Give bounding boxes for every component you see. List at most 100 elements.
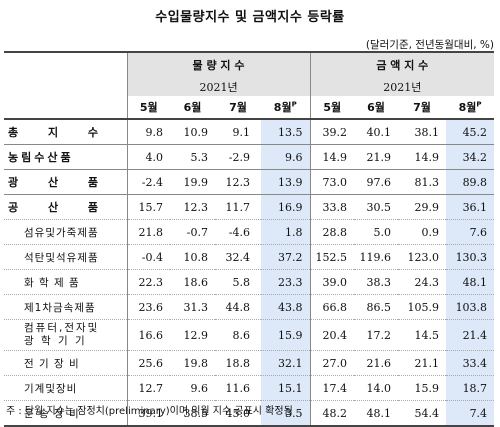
value-cell: 20.4 (309, 319, 355, 351)
value-cell: 27.0 (309, 350, 355, 376)
volume-cell: 25.6 (138, 356, 164, 370)
value-cell: 18.7 (446, 375, 495, 401)
volume-cell: 32.1 (261, 350, 311, 376)
value-cell: 5.0 (373, 225, 392, 239)
volume-cell: 15.7 (138, 200, 164, 214)
value-cell: 17.2 (366, 328, 392, 342)
value-cell: 39.0 (309, 269, 355, 295)
footnote: 주 : 당월 지수는 잠정치(preliminary)이며 익월 지수 공표시 … (6, 406, 293, 417)
table-row: 컴퓨터,전자및 광 학 기 기 16.6 12.9 8.6 15.9 20.4 17.2 14.… (4, 319, 495, 351)
volume-cell: 12.7 (138, 381, 164, 395)
month-header: 5월 (127, 96, 170, 119)
volume-cell: 44.8 (225, 300, 251, 314)
value-cell: 28.8 (309, 219, 355, 245)
table-row: 섬유및가죽제품 21.8 -0.7 -4.6 1.8 28.8 5.0 0.9 7.6 (4, 219, 495, 245)
volume-cell: 23.3 (261, 269, 311, 295)
value-cell: 103.8 (446, 294, 495, 320)
volume-cell: 18.8 (225, 356, 251, 370)
value-cell: 130.3 (446, 244, 495, 270)
volume-cell: 3.5 (261, 400, 311, 426)
table-row: 기계및장비 12.7 9.6 11.6 15.1 17.4 14.0 15.9 18.7 (4, 375, 495, 401)
volume-cell: 18.6 (183, 275, 209, 289)
value-cell: 105.9 (407, 300, 440, 314)
value-cell: 21.1 (414, 356, 440, 370)
row-label: 화 학 제 품 (4, 269, 128, 295)
volume-cell: 5.8 (232, 275, 251, 289)
value-cell: 33.8 (309, 194, 355, 220)
month-header: 5월 (309, 96, 355, 119)
corner-cell (4, 52, 128, 119)
row-label: 운 송 장 비 (4, 400, 128, 426)
value-cell: 30.5 (366, 200, 392, 214)
group-header-volume: 물 량 지 수 (127, 52, 311, 77)
value-cell: 89.8 (446, 169, 495, 195)
volume-cell: 11.7 (225, 200, 251, 214)
volume-cell: 39.1 (138, 406, 164, 420)
value-cell: 123.0 (407, 250, 440, 264)
value-cell: 152.5 (309, 244, 355, 270)
value-cell: 40.1 (366, 125, 392, 139)
table-row: 운 송 장 비 39.1 38.5 45.0 3.5 48.2 48.1 54.4 7.4 (4, 400, 495, 426)
value-cell: 48.1 (366, 406, 392, 420)
table-row: 농림수산품 4.0 5.3 -2.9 9.6 14.9 21.9 14.9 34.2 (4, 144, 495, 170)
volume-cell: 13.9 (261, 169, 311, 195)
volume-cell: 12.3 (225, 175, 251, 189)
value-cell: 14.5 (414, 328, 440, 342)
volume-cell: 37.2 (261, 244, 311, 270)
volume-cell: 43.8 (261, 294, 311, 320)
index-table: 물 량 지 수 금 액 지 수 2021년 2021년 5월 6월 7월 8월P… (4, 51, 495, 427)
month-header: 8월P (261, 96, 311, 119)
volume-cell: -2.4 (141, 175, 163, 189)
table-row: 공 산 품 15.7 12.3 11.7 16.9 33.8 30.5 29.9 36.1 (4, 194, 495, 220)
volume-cell: 21.8 (138, 225, 164, 239)
value-cell: 21.4 (446, 319, 495, 351)
value-cell: 39.2 (309, 119, 355, 145)
value-cell: 45.2 (446, 119, 495, 145)
value-cell: 73.0 (309, 169, 355, 195)
value-cell: 29.9 (414, 200, 440, 214)
volume-cell: 1.8 (261, 219, 311, 245)
year-header-value: 2021년 (309, 77, 495, 96)
month-header: 7월 (215, 96, 261, 119)
table-row: 총 지 수 9.8 10.9 9.1 13.5 39.2 40.1 38.1 45.2 (4, 119, 495, 145)
value-cell: 38.3 (366, 275, 392, 289)
table-row: 화 학 제 품 22.3 18.6 5.8 23.3 39.0 38.3 24.3 48.1 (4, 269, 495, 295)
volume-cell: 12.3 (183, 200, 209, 214)
month-header: 6월 (354, 96, 399, 119)
value-cell: 21.6 (366, 356, 392, 370)
volume-cell: 10.8 (183, 250, 209, 264)
value-cell: 97.6 (366, 175, 392, 189)
row-label: 컴퓨터,전자및 광 학 기 기 (4, 319, 128, 351)
group-header-value: 금 액 지 수 (309, 52, 495, 77)
volume-cell: -0.7 (186, 225, 208, 239)
value-cell: 38.1 (414, 125, 440, 139)
volume-cell: 11.6 (225, 381, 251, 395)
value-cell: 54.4 (414, 406, 440, 420)
month-header: 8월P (446, 96, 495, 119)
value-cell: 7.4 (446, 400, 495, 426)
volume-cell: 13.5 (261, 119, 311, 145)
value-cell: 0.9 (421, 225, 440, 239)
unit-note: (달러기준, 전년동월대비, %) (365, 39, 494, 51)
volume-cell: 8.6 (232, 328, 251, 342)
volume-cell: 38.5 (183, 406, 209, 420)
table-row: 제1차금속제품 23.6 31.3 44.8 43.8 66.8 86.5 105.9 103.… (4, 294, 495, 320)
value-cell: 34.2 (446, 144, 495, 170)
value-cell: 7.6 (446, 219, 495, 245)
volume-cell: 19.8 (183, 356, 209, 370)
value-cell: 15.9 (414, 381, 440, 395)
volume-cell: 16.6 (138, 328, 164, 342)
month-header: 6월 (170, 96, 215, 119)
row-label: 섬유및가죽제품 (4, 219, 128, 245)
value-cell: 119.6 (359, 250, 392, 264)
row-label: 기계및장비 (4, 375, 128, 401)
value-cell: 66.8 (309, 294, 355, 320)
volume-cell: 31.3 (183, 300, 209, 314)
volume-cell: 9.6 (190, 381, 209, 395)
row-label: 석탄및석유제품 (4, 244, 128, 270)
table-row: 전 기 장 비 25.6 19.8 18.8 32.1 27.0 21.6 21.1 33.4 (4, 350, 495, 376)
volume-cell: 32.4 (225, 250, 251, 264)
row-label: 제1차금속제품 (4, 294, 128, 320)
table-row: 광 산 품 -2.4 19.9 12.3 13.9 73.0 97.6 81.3 89.8 (4, 169, 495, 195)
value-cell: 14.9 (309, 144, 355, 170)
